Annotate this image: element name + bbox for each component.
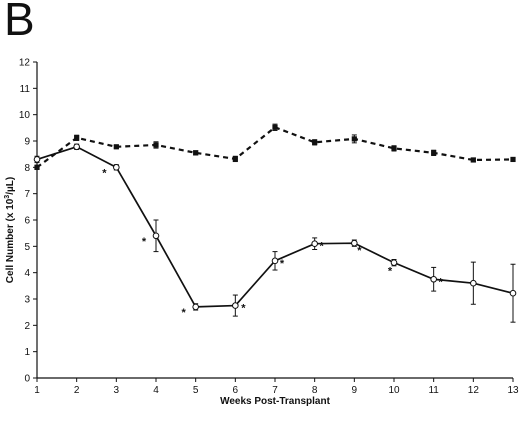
- y-tick-label: 11: [20, 84, 31, 95]
- y-tick-label: 3: [24, 295, 30, 306]
- y-tick-label: 2: [24, 321, 30, 332]
- y-tick-label: 10: [19, 110, 31, 121]
- x-tick-label: 3: [114, 385, 120, 396]
- data-point-square: [113, 144, 119, 150]
- data-point-circle: [430, 275, 437, 283]
- data-point-circle: [351, 239, 358, 247]
- x-tick-label: 9: [352, 385, 358, 396]
- data-point-square: [272, 124, 278, 130]
- y-axis-title-superscript: 3: [4, 195, 11, 199]
- data-point-square: [351, 136, 357, 142]
- x-axis-ticks: 1 2 3 4 5 6 7 8 9 10 11 12 13: [34, 378, 519, 396]
- data-point-circle: [232, 302, 239, 309]
- x-tick-label: 1: [34, 385, 40, 396]
- significance-asterisk: *: [182, 307, 187, 319]
- data-point-circle: [390, 259, 398, 266]
- significance-asterisk: *: [439, 276, 444, 288]
- x-tick-label: 6: [233, 385, 239, 396]
- significance-asterisk: *: [320, 241, 325, 253]
- y-tick-label: 6: [24, 216, 30, 227]
- data-point-circle: [33, 156, 41, 163]
- data-point-square: [193, 150, 199, 156]
- y-tick-label: 7: [24, 189, 30, 200]
- significance-asterisk: *: [241, 303, 246, 315]
- data-point-circle: [271, 257, 279, 265]
- x-tick-label: 7: [272, 385, 278, 396]
- dashed-series-line: [36, 126, 514, 169]
- data-point-circle: [470, 279, 477, 287]
- data-point-square: [510, 156, 516, 163]
- y-axis-title-prefix: Cell Number (x 10: [5, 198, 16, 283]
- significance-asterisk: *: [102, 167, 107, 179]
- data-point-square: [74, 135, 80, 141]
- significance-markers: * * * * * * * * *: [102, 167, 443, 319]
- y-tick-label: 0: [24, 374, 30, 385]
- series-solid: [33, 143, 517, 323]
- data-point-square: [34, 164, 40, 170]
- data-point-square: [431, 150, 437, 156]
- y-tick-label: 1: [24, 347, 30, 358]
- y-axis-title: Cell Number (x 103/µL): [4, 177, 16, 283]
- y-tick-label: 5: [24, 242, 30, 253]
- x-tick-label: 12: [468, 385, 480, 396]
- x-tick-label: 13: [507, 385, 519, 396]
- data-point-square: [153, 142, 159, 148]
- significance-asterisk: *: [280, 258, 285, 270]
- x-tick-label: 2: [74, 385, 80, 396]
- chart-series: [33, 123, 517, 323]
- series-dashed: [34, 123, 516, 170]
- significance-asterisk: *: [388, 266, 393, 278]
- x-tick-label: 10: [388, 385, 400, 396]
- data-point-circle: [311, 240, 318, 247]
- significance-asterisk: *: [357, 245, 362, 257]
- data-point-circle: [113, 164, 120, 171]
- y-tick-label: 8: [24, 163, 30, 174]
- y-tick-label: 4: [24, 268, 30, 279]
- data-point-circle: [509, 289, 517, 297]
- data-point-square: [470, 157, 476, 163]
- data-point-circle: [152, 232, 160, 240]
- x-tick-label: 5: [193, 385, 199, 396]
- significance-asterisk: *: [142, 236, 147, 248]
- y-axis-title-suffix: /µL): [5, 177, 16, 195]
- x-tick-label: 11: [428, 385, 439, 396]
- data-point-circle: [73, 143, 80, 151]
- data-point-square: [391, 145, 397, 151]
- chart-axes: [36, 62, 513, 379]
- data-point-square: [232, 156, 238, 162]
- data-point-circle: [192, 303, 199, 311]
- x-tick-label: 4: [153, 385, 159, 396]
- panel-label: B: [4, 0, 35, 45]
- y-tick-label: 12: [19, 58, 31, 69]
- x-tick-label: 8: [312, 385, 318, 396]
- y-tick-label: 9: [24, 137, 30, 148]
- data-point-square: [312, 139, 318, 145]
- x-axis-title: Weeks Post-Transplant: [220, 396, 331, 407]
